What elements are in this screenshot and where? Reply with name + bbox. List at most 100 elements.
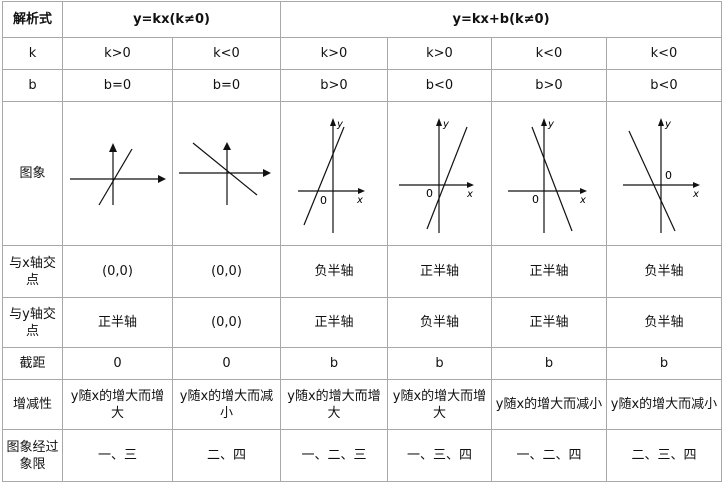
- row-k: k k>0 k<0 k>0 k>0 k<0 k<0: [2, 37, 722, 70]
- cell-b-4: b<0: [387, 69, 492, 102]
- y-axis-arrow-icon: [330, 117, 336, 126]
- cell-quadrants-5: 一、二、四: [491, 429, 607, 482]
- cell-k-3: k>0: [280, 37, 388, 70]
- row-y-intercept: 与y轴交点 正半轴 (0,0) 正半轴 负半轴 正半轴 负半轴: [2, 297, 722, 348]
- row-label-b: b: [2, 69, 63, 102]
- cell-y-intercept-5: 正半轴: [491, 297, 607, 348]
- graph-cell-5: x y 0: [491, 101, 607, 246]
- cell-intercept-3: b: [280, 347, 388, 380]
- cell-x-intercept-3: 负半轴: [280, 245, 388, 298]
- cell-quadrants-4: 一、三、四: [387, 429, 492, 482]
- cell-b-1: b=0: [62, 69, 173, 102]
- cell-quadrants-1: 一、三: [62, 429, 173, 482]
- function-line: [425, 126, 468, 229]
- row-intercept: 截距 0 0 b b b b: [2, 347, 722, 380]
- row-label-y-intercept: 与y轴交点: [2, 297, 63, 348]
- cell-monotonicity-2: y随x的增大而减小: [172, 379, 281, 430]
- function-line: [97, 148, 133, 205]
- cell-b-6: b<0: [606, 69, 722, 102]
- cell-monotonicity-3: y随x的增大而增大: [280, 379, 388, 430]
- x-axis-arrow-icon: [358, 187, 365, 194]
- x-axis-arrow-icon: [157, 174, 166, 183]
- cell-k-5: k<0: [491, 37, 607, 70]
- row-graph: 图象 x: [2, 101, 722, 246]
- cell-b-3: b>0: [280, 69, 388, 102]
- linear-function-table: 解析式 y=kx(k≠0) y=kx+b(k≠0) k k>0 k<0 k>0 …: [2, 1, 722, 482]
- graph-cell-4: x y 0: [387, 101, 492, 246]
- graph-cell-1: [62, 101, 173, 246]
- x-axis-label: x: [356, 195, 363, 206]
- cell-x-intercept-1: (0,0): [62, 245, 173, 298]
- row-label-intercept: 截距: [2, 347, 63, 380]
- cell-intercept-4: b: [387, 347, 492, 380]
- cell-y-intercept-4: 负半轴: [387, 297, 492, 348]
- origin-label: 0: [320, 194, 327, 207]
- cell-y-intercept-2: (0,0): [172, 297, 281, 348]
- y-axis-arrow-icon: [108, 142, 117, 152]
- row-quadrants: 图象经过象限 一、三 二、四 一、二、三 一、三、四 一、二、四 二、三、四: [2, 429, 722, 482]
- graph-cell-6: x y 0: [606, 101, 722, 246]
- cell-intercept-5: b: [491, 347, 607, 380]
- cell-x-intercept-2: (0,0): [172, 245, 281, 298]
- graph-kpos-bneg: x y 0: [398, 117, 474, 233]
- header-proportional-function: y=kx(k≠0): [62, 1, 281, 38]
- graph-kneg-bpos: x y 0: [508, 117, 587, 233]
- origin-label: 0: [426, 187, 433, 200]
- cell-x-intercept-4: 正半轴: [387, 245, 492, 298]
- function-line: [628, 130, 676, 231]
- origin-label: 0: [532, 193, 539, 206]
- cell-k-2: k<0: [172, 37, 281, 70]
- cell-b-5: b>0: [491, 69, 607, 102]
- cell-x-intercept-6: 负半轴: [606, 245, 722, 298]
- x-axis-arrow-icon: [580, 187, 587, 194]
- header-row: 解析式 y=kx(k≠0) y=kx+b(k≠0): [2, 1, 722, 38]
- cell-monotonicity-6: y随x的增大而减小: [606, 379, 722, 430]
- x-axis-label: x: [692, 189, 699, 200]
- cell-b-2: b=0: [172, 69, 281, 102]
- cell-monotonicity-5: y随x的增大而减小: [491, 379, 607, 430]
- row-label-monotonicity: 增减性: [2, 379, 63, 430]
- graph-kneg-b0: [178, 141, 271, 205]
- header-label: 解析式: [2, 1, 63, 38]
- cell-intercept-2: 0: [172, 347, 281, 380]
- x-axis-label: x: [579, 195, 586, 206]
- x-axis-arrow-icon: [262, 168, 271, 177]
- cell-quadrants-2: 二、四: [172, 429, 281, 482]
- row-label-k: k: [2, 37, 63, 70]
- cell-intercept-1: 0: [62, 347, 173, 380]
- y-axis-arrow-icon: [435, 117, 442, 126]
- cell-y-intercept-3: 正半轴: [280, 297, 388, 348]
- y-axis-label: y: [547, 119, 555, 130]
- y-axis-arrow-icon: [541, 117, 547, 126]
- row-b: b b=0 b=0 b>0 b<0 b>0 b<0: [2, 69, 722, 102]
- graph-cell-2: [172, 101, 281, 246]
- y-axis-label: y: [664, 119, 672, 130]
- graph-kpos-b0: [69, 142, 166, 205]
- cell-k-1: k>0: [62, 37, 173, 70]
- row-label-graph: 图象: [2, 101, 63, 246]
- cell-k-6: k<0: [606, 37, 722, 70]
- y-axis-arrow-icon: [658, 117, 664, 126]
- header-linear-function: y=kx+b(k≠0): [280, 1, 722, 38]
- cell-intercept-6: b: [606, 347, 722, 380]
- row-monotonicity: 增减性 y随x的增大而增大 y随x的增大而减小 y随x的增大而增大 y随x的增大…: [2, 379, 722, 430]
- cell-quadrants-6: 二、三、四: [606, 429, 722, 482]
- cell-monotonicity-4: y随x的增大而增大: [387, 379, 492, 430]
- cell-monotonicity-1: y随x的增大而增大: [62, 379, 173, 430]
- graph-kneg-bneg: x y 0: [623, 117, 700, 233]
- cell-y-intercept-6: 负半轴: [606, 297, 722, 348]
- function-line: [303, 126, 345, 225]
- row-x-intercept: 与x轴交点 (0,0) (0,0) 负半轴 正半轴 正半轴 负半轴: [2, 245, 722, 298]
- graph-cell-3: x y 0: [280, 101, 388, 246]
- cell-x-intercept-5: 正半轴: [491, 245, 607, 298]
- graph-kpos-bpos: x y 0: [298, 117, 365, 233]
- y-axis-label: y: [442, 119, 450, 130]
- x-axis-arrow-icon: [693, 181, 700, 188]
- function-line: [192, 142, 257, 195]
- origin-label: 0: [665, 169, 672, 182]
- cell-k-4: k>0: [387, 37, 492, 70]
- x-axis-label: x: [466, 189, 473, 200]
- cell-y-intercept-1: 正半轴: [62, 297, 173, 348]
- function-line: [531, 126, 573, 231]
